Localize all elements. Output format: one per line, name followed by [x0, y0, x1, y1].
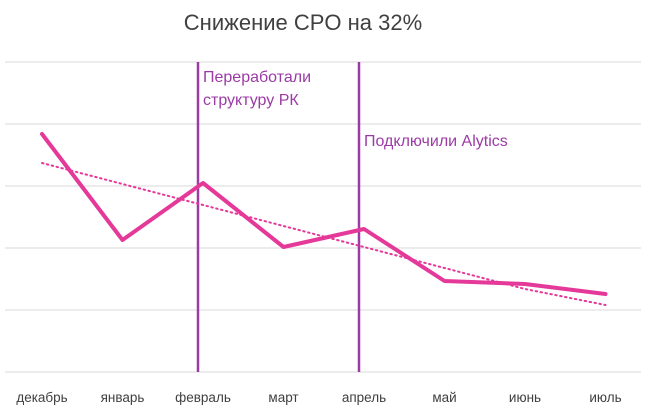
chart-title: Снижение CPO на 32% — [184, 10, 422, 35]
series-group — [40, 132, 608, 306]
annotation-label-1-line-0: Подключили Alytics — [364, 133, 508, 150]
annotation-label-0-line-1: структуру РК — [203, 92, 299, 109]
x-tick-label-3: март — [268, 390, 298, 405]
x-tick-label-5: май — [432, 390, 456, 405]
annotation-label-0: Переработали структуру РК — [203, 69, 311, 109]
gridlines — [5, 61, 641, 373]
trend-line — [41, 162, 607, 306]
x-tick-label-6: июнь — [509, 390, 541, 405]
x-axis-tick-labels: декабрь январь февраль март апрель май июнь июл… — [16, 390, 621, 405]
x-tick-label-4: апрель — [342, 390, 386, 405]
x-tick-label-1: январь — [101, 390, 145, 405]
annotation-label-1: Подключили Alytics — [364, 133, 508, 150]
annotations: Переработали структуру РК Подключили Alyti… — [196, 62, 508, 372]
x-tick-label-7: июль — [589, 390, 621, 405]
cpo-line — [40, 132, 608, 296]
x-tick-label-2: февраль — [175, 390, 231, 405]
annotation-label-0-line-0: Переработали — [203, 69, 311, 86]
x-tick-label-0: декабрь — [16, 390, 67, 405]
